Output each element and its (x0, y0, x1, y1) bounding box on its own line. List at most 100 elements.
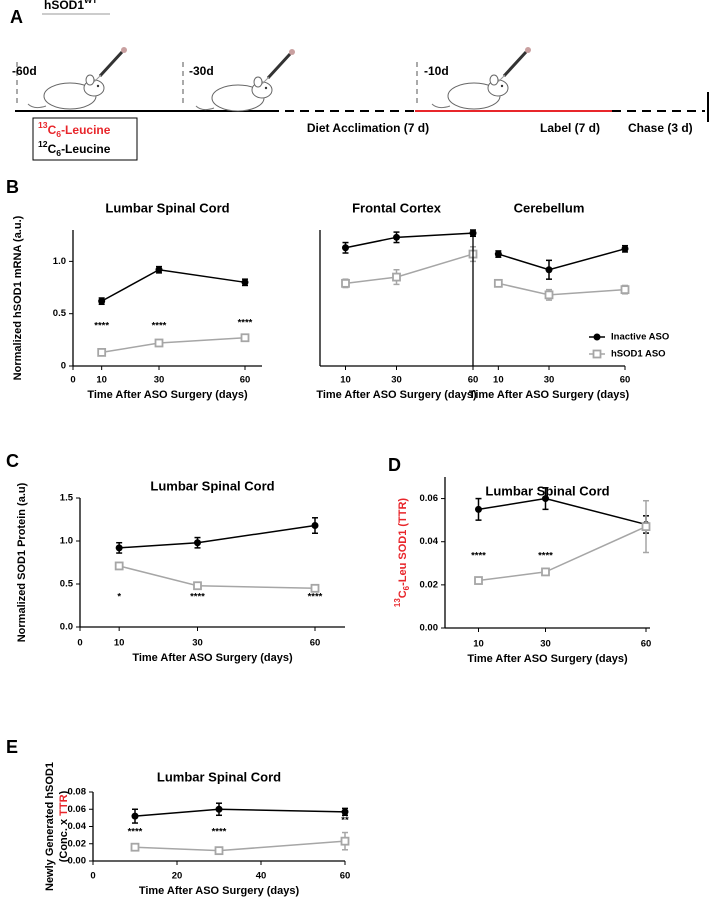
x-tick-label: 10 (96, 375, 107, 386)
y-tick-label: 0.06 (68, 804, 87, 815)
data-point (241, 278, 249, 286)
significance-label: **** (471, 551, 486, 562)
x-tick-label: 60 (620, 375, 631, 386)
text-part: hSOD1 (44, 0, 84, 12)
x-tick-label: 30 (540, 639, 551, 650)
data-point (115, 544, 123, 552)
x-tick-label: 30 (154, 375, 165, 386)
data-point (475, 505, 482, 513)
data-point (114, 561, 124, 571)
y-tick-label: 0.02 (420, 579, 439, 590)
chart-title: Lumbar Spinal Cord (150, 478, 274, 493)
data-point (130, 842, 140, 852)
panel-label: E (6, 737, 18, 757)
data-point (542, 495, 549, 503)
x-tick-label: 60 (641, 639, 652, 650)
series-line (345, 253, 474, 285)
text-part: (Conc. x (58, 816, 70, 862)
data-point (474, 576, 483, 585)
text-part: C (397, 590, 409, 598)
x-tick-label: 10 (340, 375, 351, 386)
chart-title: Lumbar Spinal Cord (485, 483, 609, 498)
phase-label: Diet Acclimation (7 d) (307, 121, 429, 135)
x-tick-label: 60 (240, 375, 251, 386)
data-point (393, 233, 400, 241)
data-point (342, 244, 349, 252)
significance-label: **** (190, 592, 205, 603)
y-axis-label: Newly Generated hSOD1 (44, 762, 56, 891)
x-tick-label: 0 (77, 638, 82, 649)
series-line (101, 337, 246, 354)
panel-label: D (388, 455, 401, 475)
mouse-icon (26, 45, 129, 111)
data-point (544, 290, 554, 300)
y-axis-label: 13C6-Leu SOD1 (TTR) (393, 498, 411, 607)
text-part: C (48, 123, 57, 137)
series-line (119, 524, 316, 549)
significance-label: ** (341, 815, 349, 826)
text-part: 6 (56, 148, 61, 158)
y-tick-label: 0.5 (53, 308, 67, 319)
chart-title: Frontal Cortex (352, 200, 442, 215)
data-point (215, 805, 223, 813)
text-part: -Leucine (61, 142, 111, 156)
x-tick-label: 0 (90, 871, 95, 882)
timeline-graphics (15, 13, 709, 161)
x-axis-label: Time After ASO Surgery (days) (467, 653, 628, 665)
text-part: -Leu SOD1 (TTR) (397, 498, 409, 586)
time-point-label: -10d (424, 64, 449, 78)
y-tick-label: 0.0 (60, 622, 73, 633)
series-line (134, 808, 346, 817)
x-tick-label: 60 (340, 871, 351, 882)
x-axis-label: Time After ASO Surgery (days) (139, 885, 300, 897)
series-line (498, 282, 626, 296)
y-tick-label: 0.04 (68, 821, 87, 832)
text-part: ) (58, 790, 70, 794)
text-part: 12 (38, 139, 48, 149)
y-tick-label: 0.04 (420, 536, 439, 547)
data-point (131, 812, 139, 820)
x-tick-label: 10 (473, 639, 484, 650)
text-part: 13 (393, 598, 402, 607)
data-point (541, 567, 550, 577)
x-axis-label: Time After ASO Surgery (days) (132, 652, 293, 664)
text-part: 6 (56, 129, 61, 139)
phase-label: Label (7 d) (540, 121, 600, 135)
x-tick-label: 10 (114, 638, 125, 649)
phase-label: Chase (3 d) (628, 121, 693, 135)
data-point (98, 297, 106, 305)
text-part: 6 (402, 585, 411, 590)
y-axis-label: Normalized hSOD1 mRNA (a.u.) (12, 215, 24, 380)
data-point (311, 522, 319, 530)
y-tick-label: 1.0 (60, 536, 73, 547)
y-tick-label: 0.02 (68, 838, 87, 849)
x-tick-label: 30 (391, 375, 402, 386)
data-point (340, 836, 350, 846)
chart-title: Lumbar Spinal Cord (105, 200, 229, 215)
x-tick-label: 30 (544, 375, 555, 386)
significance-label: **** (538, 551, 553, 562)
data-point (620, 285, 630, 295)
data-point (493, 278, 503, 288)
data-point (194, 539, 201, 547)
series-line (345, 232, 474, 249)
legend-label: hSOD1 ASO (611, 349, 666, 360)
text-part: -Leucine (61, 123, 111, 137)
text-part: Normalized hSOD1 mRNA (a.u.) (12, 215, 24, 380)
data-point (545, 266, 553, 274)
data-point (97, 347, 107, 357)
series-line (118, 565, 316, 590)
x-tick-label: 60 (310, 638, 321, 649)
legend-marker (593, 333, 601, 341)
y-axis-label: Normalized SOD1 Protein (a.u) (16, 482, 28, 642)
chart-title: Cerebellum (514, 200, 585, 215)
text-part: C (48, 142, 57, 156)
significance-label: **** (308, 592, 323, 603)
significance-label: **** (212, 827, 227, 838)
time-point-label: -30d (189, 64, 214, 78)
x-axis-label: Time After ASO Surgery (days) (469, 389, 630, 401)
y-tick-label: 0 (61, 361, 66, 372)
panel-label: A (10, 7, 23, 27)
x-tick-label: 30 (192, 638, 203, 649)
